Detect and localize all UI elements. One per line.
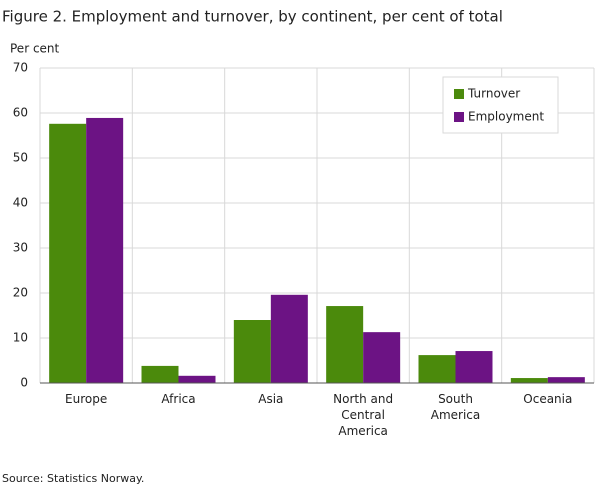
y-tick-label: 30	[13, 241, 28, 255]
bar	[418, 355, 456, 383]
y-tick-label: 40	[13, 196, 28, 210]
bar	[326, 306, 364, 383]
bar	[547, 377, 585, 383]
x-tick-label: South America	[430, 392, 481, 422]
x-tick-label: Africa	[161, 392, 196, 406]
x-tick-label: North and Central America	[333, 392, 394, 438]
bar	[363, 332, 401, 383]
y-tick-label: 70	[13, 61, 28, 75]
bar	[86, 117, 124, 383]
y-axis-label: Per cent	[10, 42, 60, 56]
y-tick-label: 10	[13, 331, 28, 345]
bar	[178, 375, 216, 383]
x-tick-label: Oceania	[523, 392, 573, 406]
legend-swatch	[454, 112, 464, 122]
chart-title: Figure 2. Employment and turnover, by co…	[2, 8, 503, 26]
bar	[141, 365, 179, 383]
bar	[510, 378, 548, 383]
legend-swatch	[454, 89, 464, 99]
y-tick-label: 20	[13, 286, 28, 300]
y-tick-label: 50	[13, 151, 28, 165]
legend-box	[442, 76, 559, 134]
x-tick-label: Europe	[65, 392, 108, 406]
legend-label: Turnover	[467, 87, 520, 101]
source: Source: Statistics Norway.	[2, 472, 144, 485]
x-tick-label: Asia	[258, 392, 284, 406]
bar	[49, 123, 87, 384]
bar	[233, 320, 271, 383]
legend-label: Employment	[468, 110, 544, 124]
y-tick-label: 0	[20, 376, 28, 390]
bar	[270, 294, 308, 383]
bar	[455, 351, 493, 383]
y-tick-label: 60	[13, 106, 28, 120]
